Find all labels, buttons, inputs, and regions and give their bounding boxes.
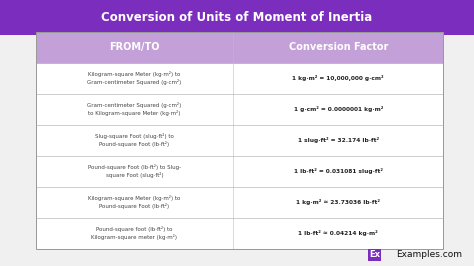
Text: 1 kg·m² ≈ 23.73036 lb·ft²: 1 kg·m² ≈ 23.73036 lb·ft² <box>296 199 380 205</box>
FancyBboxPatch shape <box>36 187 443 218</box>
FancyBboxPatch shape <box>36 63 443 94</box>
Text: 1 g·cm² = 0.0000001 kg·m²: 1 g·cm² = 0.0000001 kg·m² <box>293 106 383 112</box>
FancyBboxPatch shape <box>36 156 443 187</box>
Text: 1 kg·m² = 10,000,000 g·cm²: 1 kg·m² = 10,000,000 g·cm² <box>292 75 384 81</box>
FancyBboxPatch shape <box>36 94 443 124</box>
FancyBboxPatch shape <box>0 0 474 35</box>
Text: Conversion of Units of Moment of Inertia: Conversion of Units of Moment of Inertia <box>101 11 373 24</box>
Text: Pound-square Foot (lb·ft²) to Slug-
square Foot (slug·ft²): Pound-square Foot (lb·ft²) to Slug- squa… <box>88 164 181 178</box>
Text: Kilogram-square Meter (kg·m²) to
Pound-square Foot (lb·ft²): Kilogram-square Meter (kg·m²) to Pound-s… <box>88 195 181 209</box>
Text: Pound-square foot (lb·ft²) to
Kilogram-square meter (kg·m²): Pound-square foot (lb·ft²) to Kilogram-s… <box>91 226 177 240</box>
FancyBboxPatch shape <box>36 32 443 63</box>
Text: Conversion Factor: Conversion Factor <box>289 42 388 52</box>
FancyBboxPatch shape <box>36 218 443 249</box>
Text: 1 lb·ft² = 0.031081 slug·ft²: 1 lb·ft² = 0.031081 slug·ft² <box>294 168 383 174</box>
Text: Slug-square Foot (slug·ft²) to
Pound-square Foot (lb·ft²): Slug-square Foot (slug·ft²) to Pound-squ… <box>95 133 174 147</box>
Text: 1 lb·ft² ≈ 0.04214 kg·m²: 1 lb·ft² ≈ 0.04214 kg·m² <box>298 230 378 236</box>
Text: Gram-centimeter Squared (g·cm²)
to Kilogram-square Meter (kg·m²): Gram-centimeter Squared (g·cm²) to Kilog… <box>87 102 182 116</box>
Text: Examples.com: Examples.com <box>396 250 462 259</box>
Text: Ex: Ex <box>369 250 380 259</box>
Text: FROM/TO: FROM/TO <box>109 42 160 52</box>
Text: 1 slug·ft² = 32.174 lb·ft²: 1 slug·ft² = 32.174 lb·ft² <box>298 137 379 143</box>
Text: Kilogram-square Meter (kg·m²) to
Gram-centimeter Squared (g·cm²): Kilogram-square Meter (kg·m²) to Gram-ce… <box>87 71 182 85</box>
FancyBboxPatch shape <box>36 124 443 156</box>
